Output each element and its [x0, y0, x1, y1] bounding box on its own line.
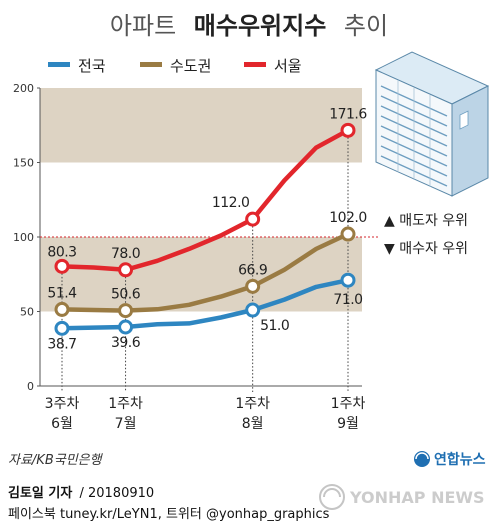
data-point-national-6	[245, 302, 261, 318]
band-1	[40, 88, 362, 163]
yonhap-news-watermark: YONHAP NEWS	[319, 484, 485, 510]
series-line-seoul	[59, 128, 351, 273]
x-tick-label-bottom-3: 9월	[337, 416, 359, 432]
apartment-building-icon	[374, 51, 490, 197]
x-tick-label-top-2: 1주차	[235, 396, 270, 412]
social-links: 페이스북 tuney.kr/LeYN1, 트위터 @yonhap_graphic…	[8, 507, 330, 522]
data-point-capital-area-9	[340, 226, 356, 242]
seller-dominant-label: ▲ 매도자 우위	[384, 213, 468, 229]
data-point-national-0	[54, 320, 70, 336]
x-tick-label-top-0: 3주차	[45, 396, 80, 412]
y-tick-label-3: 150	[13, 157, 34, 170]
author-name: 김토일 기자	[8, 486, 72, 501]
y-tick-label-1: 50	[20, 306, 34, 319]
agency-name: 연합뉴스	[434, 451, 486, 468]
x-tick-label-bottom-2: 8월	[242, 416, 264, 432]
title-suffix: 추이	[344, 12, 388, 40]
plot-area: 0 50 100 150 200 3주차 6월 1주차 7월 1주차 8월 1주차 9월 38.7 39.6…	[13, 82, 380, 432]
x-tick-label-top-3: 1주차	[331, 396, 366, 412]
data-label-national-2: 39.6	[111, 335, 141, 351]
buyer-dominant-label: ▼ 매수자 우위	[384, 241, 468, 257]
data-label-seoul-6: 112.0	[212, 195, 250, 211]
title-prefix: 아파트	[110, 12, 176, 40]
y-tick-label-0: 0	[27, 380, 34, 393]
legend-label-seoul: 서울	[274, 57, 302, 75]
legend-label-national: 전국	[78, 57, 106, 75]
data-point-national-2	[118, 319, 134, 335]
y-tick-label-4: 200	[13, 82, 34, 95]
data-label-capital-area-6: 66.9	[238, 262, 267, 278]
data-label-national-9: 71.0	[333, 292, 362, 308]
data-point-seoul-9	[340, 122, 356, 138]
data-point-seoul-2	[118, 262, 134, 278]
source-note: 자료/KB국민은행	[8, 453, 104, 468]
legend-swatch-seoul	[244, 62, 266, 67]
legend-swatch-national	[48, 62, 70, 67]
x-tick-label-top-1: 1주차	[108, 396, 143, 412]
x-tick-label-bottom-1: 7월	[115, 416, 137, 432]
data-label-national-6: 51.0	[260, 318, 289, 334]
legend-label-capital-area: 수도권	[170, 57, 211, 75]
series-line-capital-area	[59, 231, 351, 313]
series-line-national	[59, 277, 351, 331]
data-point-capital-area-0	[54, 301, 70, 317]
data-point-national-9	[340, 272, 356, 288]
data-label-capital-area-0: 51.4	[47, 285, 77, 301]
data-label-seoul-2: 78.0	[111, 246, 140, 262]
data-point-capital-area-2	[118, 303, 134, 319]
y-tick-label-2: 100	[13, 231, 34, 244]
publish-date: / 20180910	[79, 486, 154, 501]
page-title: 아파트 매수우위지수 추이	[110, 12, 388, 40]
data-label-capital-area-9: 102.0	[329, 210, 367, 226]
data-point-seoul-6	[245, 211, 261, 227]
band-0	[40, 237, 362, 312]
legend: 전국 수도권 서울	[48, 57, 302, 75]
title-main: 매수우위지수	[194, 12, 326, 40]
byline: 김토일 기자 / 20180910	[8, 486, 154, 501]
x-tick-label-bottom-0: 6월	[51, 416, 73, 432]
data-point-seoul-0	[54, 258, 70, 274]
watermark-text: YONHAP NEWS	[349, 488, 485, 507]
data-point-capital-area-6	[245, 278, 261, 294]
data-label-seoul-9: 171.6	[329, 106, 367, 122]
data-label-capital-area-2: 50.6	[111, 287, 141, 303]
data-label-national-0: 38.7	[47, 336, 76, 352]
legend-swatch-capital-area	[140, 62, 162, 67]
data-label-seoul-0: 80.3	[47, 244, 76, 260]
yonhap-logo: 연합뉴스	[414, 451, 486, 468]
